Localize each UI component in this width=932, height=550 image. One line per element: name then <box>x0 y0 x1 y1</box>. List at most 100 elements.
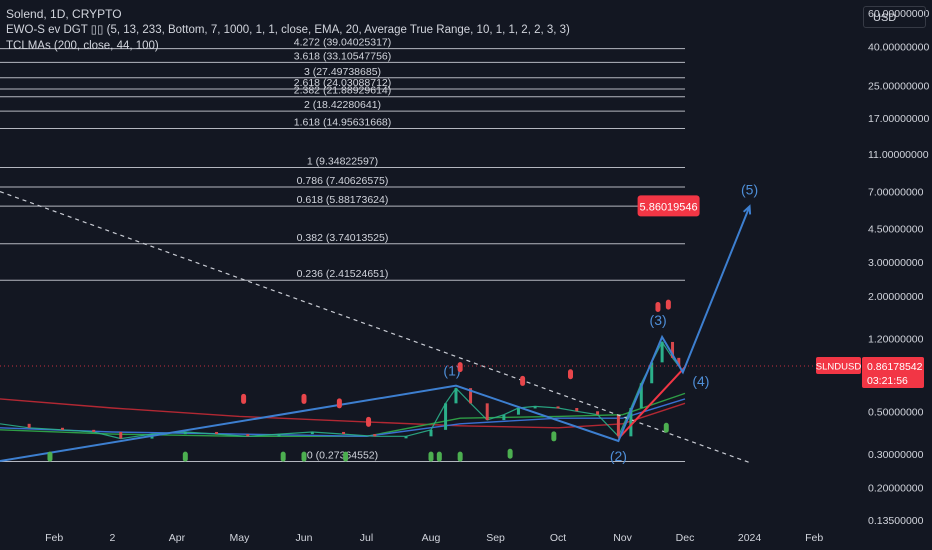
buy-signal-8 <box>507 448 513 459</box>
x-tick-label-3: May <box>230 532 251 544</box>
buy-signal-1 <box>182 451 188 462</box>
fib-label-7: 1 (9.34822597) <box>307 156 378 168</box>
x-tick-label-12: Feb <box>805 532 823 544</box>
candle-18 <box>485 403 489 421</box>
y-tick-label-9: 1.20000000 <box>868 333 924 345</box>
ma-line-1 <box>0 392 686 437</box>
x-tick-label-5: Jul <box>360 532 373 544</box>
candle-7 <box>215 431 219 435</box>
wave-path <box>0 206 751 462</box>
x-tick-label-10: Dec <box>676 532 695 544</box>
fib-label-2: 3 (27.49738685) <box>304 66 381 78</box>
candle-10 <box>310 431 314 435</box>
symbol-tag-label: SLNDUSD <box>816 361 862 372</box>
wave-label-2: (2) <box>610 448 627 464</box>
fib-label-1: 3.618 (33.10547756) <box>294 50 392 62</box>
candle-12 <box>373 434 377 437</box>
target-price-badge <box>637 195 700 217</box>
candle-16 <box>454 388 458 404</box>
ma-line-2 <box>0 398 686 438</box>
fib-label-11: 0.236 (2.41524651) <box>297 268 389 280</box>
candle-24 <box>596 411 600 415</box>
current-price-badge <box>862 356 924 388</box>
fib-label-5: 2 (18.42280641) <box>304 99 381 111</box>
price-tags: 5.86019546 SLNDUSD 0.86178542 03:21:56 <box>0 195 924 388</box>
x-tick-label-0: Feb <box>45 532 63 544</box>
indicator-tclmas[interactable]: TCLMAs (200, close, 44, 100) <box>6 40 159 52</box>
candle-23 <box>575 408 579 412</box>
signal-markers <box>47 299 671 462</box>
y-tick-label-0: 60.00000000 <box>868 8 929 20</box>
buy-signal-2 <box>280 451 286 462</box>
y-tick-label-10: 0.50000000 <box>868 406 924 418</box>
symbol-tag <box>816 356 861 374</box>
y-tick-label-7: 3.00000000 <box>868 257 924 269</box>
y-tick-label-3: 17.00000000 <box>868 113 929 125</box>
trend-lines <box>0 191 750 464</box>
candle-29 <box>660 341 664 363</box>
x-tick-label-11: 2024 <box>738 532 762 544</box>
buy-signal-4 <box>343 451 349 462</box>
candle-28 <box>650 362 654 384</box>
y-tick-label-13: 0.13500000 <box>868 515 924 527</box>
candle-19 <box>502 414 506 421</box>
price-series <box>0 340 681 440</box>
candle-9 <box>277 434 281 437</box>
candle-25 <box>616 414 620 437</box>
wave-label-4: (4) <box>692 373 709 389</box>
x-tick-label-8: Oct <box>550 532 566 544</box>
price-axis[interactable]: 60.00000000 40.00000000 25.00000000 17.0000… <box>868 8 929 527</box>
buy-signal-5 <box>428 451 434 462</box>
indicator-ewo[interactable]: EWO-S ev DGT ▯▯ (5, 13, 233, Bottom, 7, … <box>6 24 570 36</box>
candle-22 <box>556 406 560 409</box>
x-tick-label-4: Jun <box>296 532 313 544</box>
candle-4 <box>119 431 123 439</box>
candle-30 <box>671 341 675 358</box>
x-tick-label-7: Sep <box>486 532 505 544</box>
moving-averages <box>0 392 686 438</box>
fib-label-12: 0 (0.27364552) <box>307 449 378 461</box>
sell-signal-8 <box>665 299 671 310</box>
x-tick-label-1: 2 <box>110 532 116 544</box>
x-tick-label-6: Aug <box>422 532 441 544</box>
y-tick-label-8: 2.00000000 <box>868 291 924 303</box>
currency-selector[interactable]: USD <box>863 6 926 28</box>
buy-signal-0 <box>47 451 53 462</box>
y-tick-label-12: 0.20000000 <box>868 483 924 495</box>
buy-signal-6 <box>436 451 442 462</box>
buy-signal-10 <box>663 422 669 433</box>
target-price-label: 5.86019546 <box>640 201 698 213</box>
elliott-waves: (1) (2) (3) (4) (5) <box>0 181 758 464</box>
ma-line-0 <box>0 398 686 429</box>
candle-1 <box>27 423 31 428</box>
price-line <box>0 340 680 440</box>
candle-27 <box>639 383 643 409</box>
candle-20 <box>516 408 520 415</box>
buy-signal-3 <box>301 451 307 462</box>
y-tick-label-4: 11.00000000 <box>868 149 929 161</box>
fib-label-4: 2.382 (21.88929614) <box>294 85 392 97</box>
wave-label-1: (1) <box>443 363 460 379</box>
wave-arrowhead <box>742 204 752 215</box>
fib-label-8: 0.786 (7.40626575) <box>297 175 389 187</box>
fibonacci-levels: 4.272 (39.04025317)3.618 (33.10547756) 3 … <box>0 37 686 462</box>
candle-26 <box>629 408 633 437</box>
candle-13 <box>404 436 408 439</box>
descending-trendline <box>0 191 750 464</box>
fib-label-10: 0.382 (3.74013525) <box>297 232 389 244</box>
candle-11 <box>342 431 346 435</box>
candle-15 <box>444 403 448 430</box>
symbol-title[interactable]: Solend, 1D, CRYPTO <box>6 7 122 21</box>
sell-signal-0 <box>241 393 247 404</box>
candle-31 <box>677 357 681 367</box>
y-tick-label-2: 25.00000000 <box>868 81 929 93</box>
x-tick-label-2: Apr <box>169 532 186 544</box>
fib-label-6: 1.618 (14.95631668) <box>294 116 392 128</box>
sell-signal-2 <box>336 398 342 409</box>
current-price-label: 0.86178542 <box>867 361 923 373</box>
buy-signal-9 <box>551 431 557 442</box>
candle-2 <box>60 427 64 430</box>
time-axis[interactable]: Feb 2 Apr May Jun Jul Aug Sep Oct Nov Dec 2024 Feb <box>45 532 823 544</box>
fib-label-9: 0.618 (5.88173624) <box>297 194 389 206</box>
